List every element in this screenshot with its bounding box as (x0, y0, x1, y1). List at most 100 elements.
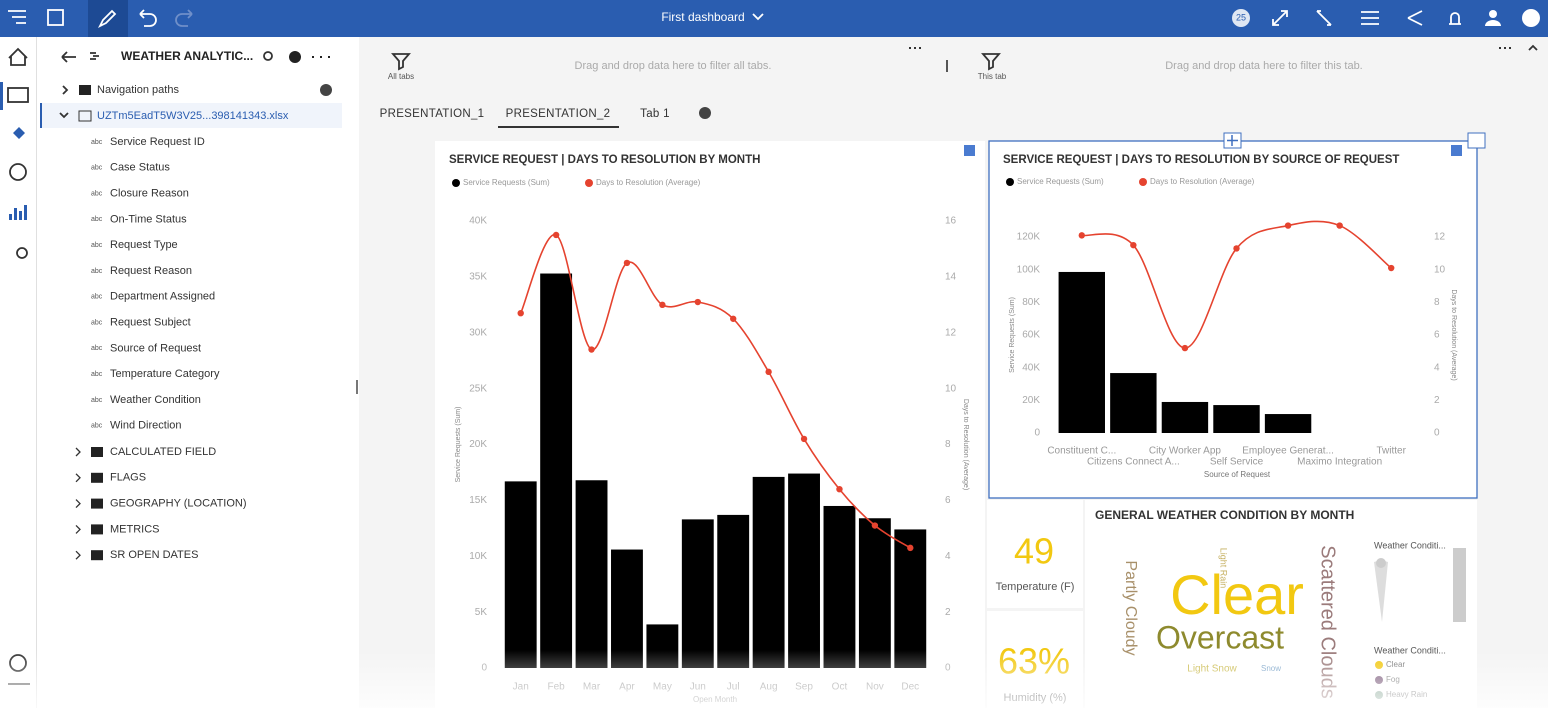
table-icon (78, 110, 92, 122)
bar (611, 549, 643, 668)
fullscreen-icon[interactable] (1272, 10, 1288, 26)
expand-chevron (75, 447, 81, 457)
field[interactable]: Request Type (110, 239, 178, 251)
folder-icon (91, 524, 103, 535)
move-icon (1227, 135, 1238, 146)
field[interactable]: On-Time Status (110, 213, 187, 225)
bar (1110, 373, 1157, 433)
folder-icon (91, 472, 103, 483)
notification-icon[interactable] (1449, 12, 1461, 25)
legend-label: Service Requests (Sum) (1017, 177, 1104, 186)
redo-icon[interactable] (175, 9, 193, 27)
nav-paths[interactable]: Navigation paths (97, 84, 179, 96)
active-tab-underline (498, 126, 619, 128)
filter-icon[interactable] (391, 53, 411, 71)
field[interactable]: Case Status (110, 162, 170, 174)
back-icon[interactable] (61, 51, 76, 63)
collapse-icon[interactable] (1528, 44, 1538, 51)
y2-tick-label: 10 (1434, 264, 1446, 275)
folder[interactable]: GEOGRAPHY (LOCATION) (110, 498, 247, 510)
y-tick-label: 40K (469, 216, 487, 227)
legend-slider-track (1453, 548, 1466, 622)
title-dropdown[interactable] (752, 13, 764, 21)
viz-icon[interactable] (9, 205, 27, 220)
undo-icon[interactable] (139, 9, 157, 27)
save-icon[interactable] (47, 9, 64, 26)
tab[interactable]: PRESENTATION_1 (380, 108, 485, 120)
expand-chevron[interactable] (62, 85, 69, 95)
expand-chevron (75, 473, 81, 483)
edit-button[interactable] (88, 0, 128, 37)
add-tab[interactable] (699, 107, 711, 119)
chart-title: SERVICE REQUEST | DAYS TO RESOLUTION BY … (449, 154, 760, 166)
field-type: abc (91, 216, 103, 223)
field-type: abc (91, 423, 103, 430)
folder[interactable]: METRICS (110, 523, 160, 535)
bar (1058, 271, 1105, 433)
properties-icon[interactable] (1361, 11, 1379, 25)
expand-chevron (75, 550, 81, 560)
legend-size-dot (1376, 558, 1386, 568)
text-icon[interactable] (16, 247, 28, 259)
x-tick-label: Self Service (1210, 457, 1264, 468)
bar (504, 481, 537, 668)
dashboard-title[interactable]: First dashboard (661, 10, 744, 24)
data-icon[interactable] (7, 87, 29, 103)
folder[interactable]: CALCULATED FIELD (110, 446, 216, 458)
search-icon[interactable] (263, 51, 273, 61)
x-tick-label: Citizens Connect A... (1087, 457, 1180, 468)
add-nav-icon[interactable] (320, 84, 332, 96)
pin-badge[interactable] (964, 145, 975, 156)
legend-swatch (1139, 178, 1147, 186)
source-file[interactable]: UZTm5EadT5W3V25...398141343.xlsx (97, 110, 289, 122)
field[interactable]: Temperature Category (110, 368, 220, 380)
relation-icon[interactable] (1316, 10, 1332, 26)
folder[interactable]: SR OPEN DATES (110, 549, 198, 561)
filter-divider (946, 60, 948, 72)
tab[interactable]: PRESENTATION_2 (506, 108, 611, 120)
collapse-chevron[interactable] (59, 112, 69, 119)
cloud-word: Light Rain (1219, 548, 1229, 589)
user-icon[interactable] (1489, 10, 1497, 18)
cloud-word: Overcast (1156, 619, 1284, 655)
field[interactable]: Closure Reason (110, 188, 189, 200)
tree-icon[interactable] (90, 52, 99, 60)
badge-circle[interactable] (1232, 9, 1250, 27)
field[interactable]: Request Reason (110, 265, 192, 277)
tab[interactable]: Tab 1 (640, 108, 670, 120)
home-icon[interactable] (8, 47, 28, 66)
cloud-word: Clear (1170, 563, 1304, 626)
bar (1264, 414, 1312, 433)
folder-icon (91, 447, 103, 457)
add-icon[interactable] (289, 51, 301, 63)
help-icon[interactable] (1522, 9, 1540, 27)
kpi-label: Temperature (F) (996, 581, 1075, 593)
field[interactable]: Wind Direction (110, 420, 182, 432)
field[interactable]: Weather Condition (110, 394, 201, 406)
menu-icon[interactable] (8, 10, 26, 24)
field[interactable]: Service Request ID (110, 136, 205, 148)
field[interactable]: Department Assigned (110, 291, 215, 303)
expand-button[interactable] (1467, 132, 1486, 149)
resize-handle[interactable] (356, 380, 358, 394)
share-icon[interactable] (1407, 10, 1423, 26)
folder[interactable]: FLAGS (110, 472, 146, 484)
line-point (1284, 222, 1292, 229)
pencil-icon[interactable] (97, 9, 117, 29)
field[interactable]: Source of Request (110, 342, 201, 354)
field[interactable]: Request Subject (110, 317, 191, 329)
selected-source-indicator (40, 103, 42, 128)
chart-title: SERVICE REQUEST | DAYS TO RESOLUTION BY … (1003, 154, 1399, 166)
filter-icon[interactable] (981, 53, 1001, 71)
x-tick-label: Twitter (1376, 446, 1406, 457)
field-type: abc (91, 165, 103, 172)
pin-icon[interactable] (10, 127, 25, 142)
folder-icon (91, 550, 103, 561)
filter-tab-label: This tab (978, 72, 1007, 81)
chat-icon[interactable] (9, 163, 27, 181)
y2-tick-label: 4 (945, 551, 951, 562)
kpi-value: 49 (1014, 531, 1054, 572)
pin-badge[interactable] (1451, 145, 1462, 156)
legend-label: Service Requests (Sum) (463, 178, 550, 187)
bar (540, 273, 573, 668)
